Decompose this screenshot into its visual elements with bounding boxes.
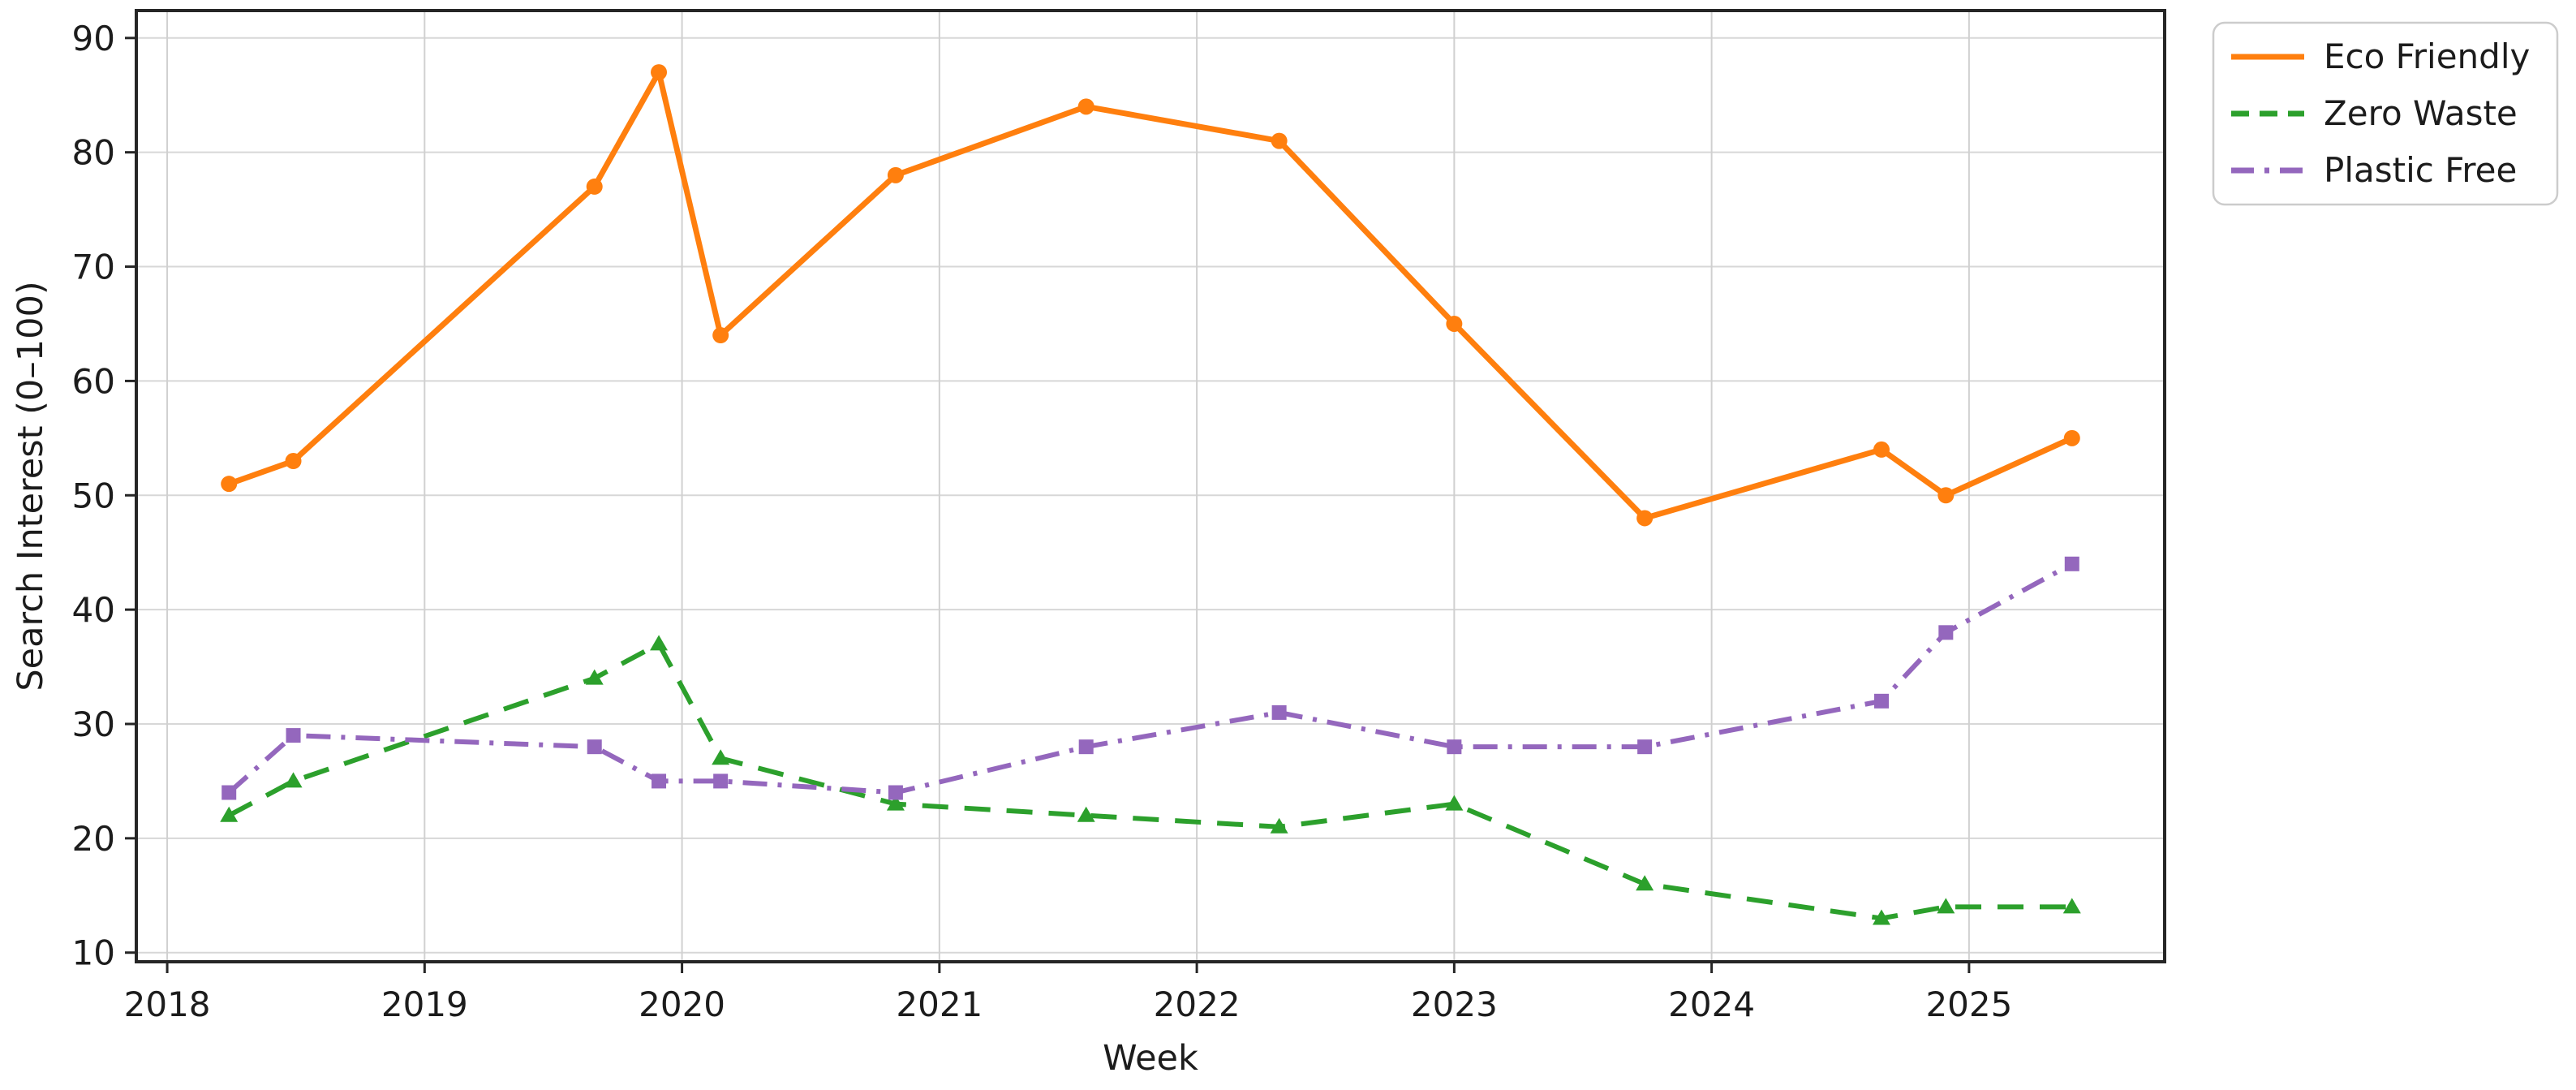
x-tick-label: 2018 [124, 984, 211, 1024]
marker-square-plastic-free [1938, 625, 1954, 640]
marker-circle-eco-friendly [2063, 429, 2080, 446]
marker-circle-eco-friendly [1077, 98, 1094, 115]
y-axis-title: Search Interest (0–100) [11, 281, 51, 691]
marker-square-plastic-free [1637, 739, 1653, 755]
y-tick-label: 90 [72, 19, 115, 58]
x-tick-label: 2024 [1668, 984, 1755, 1024]
y-tick-label: 20 [72, 819, 115, 859]
x-tick-label: 2023 [1411, 984, 1498, 1024]
marker-circle-eco-friendly [1873, 441, 1890, 458]
marker-triangle-zero-waste [886, 795, 905, 811]
plot-border [135, 9, 2166, 963]
marker-circle-eco-friendly [1271, 132, 1288, 149]
series-layer [220, 64, 2081, 925]
x-tick-label: 2025 [1925, 984, 2012, 1024]
series-line-plastic-free [227, 562, 2074, 795]
marker-circle-eco-friendly [285, 453, 302, 470]
marker-triangle-zero-waste [1873, 909, 1891, 925]
marker-square-plastic-free [1874, 693, 1890, 709]
axes-layer [135, 9, 2166, 963]
legend-box [2212, 21, 2559, 206]
marker-circle-eco-friendly [1446, 315, 1463, 332]
legend-label-plastic-free: Plastic Free [2324, 150, 2517, 190]
marker-square-plastic-free [652, 773, 667, 789]
x-tick-label: 2020 [639, 984, 725, 1024]
marker-triangle-zero-waste [1937, 898, 1955, 914]
marker-triangle-zero-waste [1270, 817, 1288, 834]
marker-square-plastic-free [1447, 739, 1462, 755]
y-tick-label: 80 [72, 133, 115, 173]
marker-circle-eco-friendly [651, 64, 668, 81]
series-line-zero-waste [227, 640, 2072, 921]
x-tick-label: 2019 [381, 984, 468, 1024]
marker-circle-eco-friendly [1937, 487, 1955, 504]
marker-circle-eco-friendly [221, 476, 238, 493]
marker-square-plastic-free [2064, 556, 2079, 571]
y-tick-label: 50 [72, 476, 115, 515]
y-tick-label: 60 [72, 361, 115, 401]
marker-square-plastic-free [713, 773, 729, 789]
marker-circle-eco-friendly [1636, 510, 1654, 527]
marker-triangle-zero-waste [585, 669, 604, 685]
legend-label-zero-waste: Zero Waste [2324, 93, 2518, 133]
marker-triangle-zero-waste [1077, 806, 1095, 822]
series-line-eco-friendly [228, 64, 2074, 522]
marker-circle-eco-friendly [712, 327, 729, 344]
x-axis-title: Week [1103, 1038, 1198, 1079]
marker-triangle-zero-waste [284, 772, 303, 788]
marker-square-plastic-free [587, 739, 602, 755]
legend-label-eco-friendly: Eco Friendly [2324, 37, 2530, 76]
marker-square-plastic-free [1078, 739, 1094, 755]
marker-square-plastic-free [888, 785, 903, 800]
marker-triangle-zero-waste [650, 635, 669, 651]
legend: Eco Friendly Zero Waste Plastic Free [2212, 21, 2559, 206]
x-tick-label: 2022 [1154, 984, 1241, 1024]
y-tick-label: 10 [72, 933, 115, 973]
marker-square-plastic-free [286, 728, 301, 743]
marker-circle-eco-friendly [586, 178, 603, 195]
marker-triangle-zero-waste [220, 806, 239, 822]
y-tick-label: 30 [72, 704, 115, 744]
tick-layer: 2018 2019 2020 2021 2022 2023 2024 2025 10 20 30 40… [72, 19, 2013, 1024]
y-tick-label: 40 [72, 590, 115, 630]
marker-square-plastic-free [1271, 704, 1287, 720]
marker-triangle-zero-waste [2062, 898, 2081, 914]
marker-circle-eco-friendly [887, 166, 904, 183]
marker-square-plastic-free [221, 785, 237, 800]
x-tick-label: 2021 [896, 984, 983, 1024]
marker-triangle-zero-waste [712, 749, 730, 765]
marker-triangle-zero-waste [1445, 795, 1464, 811]
marker-triangle-zero-waste [1636, 875, 1654, 891]
y-tick-label: 70 [72, 248, 115, 287]
